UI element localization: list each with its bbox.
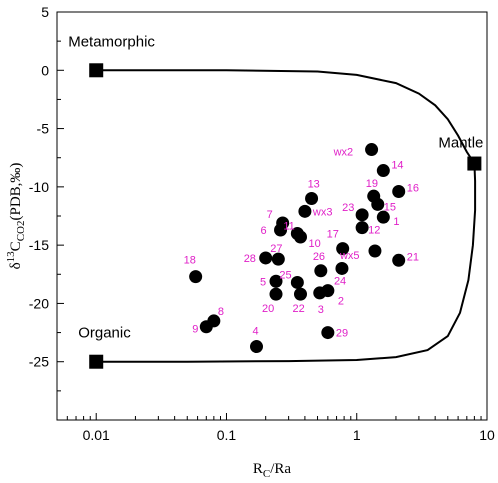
data-point-4 xyxy=(249,340,263,354)
point-label-27: 27 xyxy=(270,243,282,255)
point-label-22: 22 xyxy=(292,303,304,315)
point-label-18: 18 xyxy=(184,255,196,267)
data-point-25 xyxy=(290,275,304,289)
point-label-15: 15 xyxy=(384,201,396,213)
point-label-23: 23 xyxy=(342,202,354,214)
point-label-17: 17 xyxy=(327,229,339,241)
data-point-23 xyxy=(355,208,369,222)
data-point-13 xyxy=(305,192,319,206)
x-tick-label: 0.01 xyxy=(83,427,110,443)
data-point-2 xyxy=(321,284,335,298)
point-label-12: 12 xyxy=(368,225,380,237)
point-label-2: 2 xyxy=(338,296,344,308)
data-point-27 xyxy=(271,252,285,266)
point-label-14: 14 xyxy=(391,160,403,172)
x-axis-title: RC/Ra xyxy=(253,461,292,480)
point-label-28: 28 xyxy=(244,253,256,265)
data-point-24 xyxy=(335,261,349,275)
x-tick-label: 1 xyxy=(353,427,361,443)
point-label-1: 1 xyxy=(393,216,399,228)
y-tick-label: -15 xyxy=(29,237,49,253)
data-point-12 xyxy=(355,221,369,235)
data-point-15 xyxy=(371,197,385,211)
endmember-marker-metamorphic xyxy=(89,63,104,78)
y-axis: 5 0 -5 -10 -15 -20 -25 xyxy=(29,4,64,392)
data-point-29 xyxy=(321,326,335,340)
point-label-wx3: wx3 xyxy=(312,206,333,218)
y-tick-label: 0 xyxy=(41,62,49,78)
data-point-wx3 xyxy=(298,204,312,218)
endmember-label-organic: Organic xyxy=(78,325,131,342)
y-tick-label: -25 xyxy=(29,354,49,370)
point-label-26: 26 xyxy=(313,251,325,263)
data-point-21 xyxy=(392,253,406,267)
data-point-5 xyxy=(269,274,283,288)
data-point-22 xyxy=(293,287,307,301)
data-point-14 xyxy=(376,164,390,178)
x-tick-label: 0.1 xyxy=(217,427,237,443)
point-label-16: 16 xyxy=(407,183,419,195)
x-axis: 0.01 0.1 1 10 xyxy=(56,413,495,443)
point-label-8: 8 xyxy=(218,306,224,318)
data-point-6 xyxy=(274,223,288,237)
endmember-marker-mantle xyxy=(467,156,482,171)
point-label-wx5: wx5 xyxy=(339,250,360,262)
data-point-28 xyxy=(259,251,273,265)
point-label-7: 7 xyxy=(267,209,273,221)
y-tick-label: -20 xyxy=(29,295,49,311)
point-label-3: 3 xyxy=(318,304,324,316)
data-point-17 xyxy=(336,242,350,256)
point-label-4: 4 xyxy=(252,326,258,338)
y-axis-title: δ13CCO2(PDB,‰) xyxy=(5,163,27,270)
y-tick-label: -5 xyxy=(37,121,50,137)
point-label-9: 9 xyxy=(192,324,198,336)
point-label-24: 24 xyxy=(334,275,346,287)
point-label-10: 10 xyxy=(308,238,320,250)
point-label-11: 11 xyxy=(283,220,294,232)
data-point-18 xyxy=(189,270,203,284)
data-point-10 xyxy=(293,230,307,244)
data-point-9 xyxy=(199,320,213,334)
mixing-curve xyxy=(96,69,477,363)
endmember-marker-organic xyxy=(89,354,104,369)
y-tick-label: -10 xyxy=(29,179,49,195)
endmember-label-mantle: Mantle xyxy=(438,135,483,152)
point-label-5: 5 xyxy=(260,276,266,288)
y-tick-label: 5 xyxy=(41,4,49,20)
data-point-1 xyxy=(376,210,390,224)
point-label-21: 21 xyxy=(407,251,419,263)
point-label-wx2: wx2 xyxy=(333,147,354,159)
point-label-20: 20 xyxy=(262,303,274,315)
point-label-25: 25 xyxy=(279,269,291,281)
data-point-wx5 xyxy=(368,244,382,258)
point-label-19: 19 xyxy=(366,178,378,190)
endmember-label-metamorphic: Metamorphic xyxy=(68,33,155,50)
point-label-13: 13 xyxy=(308,179,320,191)
data-point-26 xyxy=(314,264,328,278)
point-label-29: 29 xyxy=(336,328,348,340)
point-label-6: 6 xyxy=(261,225,267,237)
endmember-markers: Metamorphic Mantle Organic xyxy=(68,33,483,369)
data-points xyxy=(189,143,406,354)
x-tick-label: 10 xyxy=(479,427,495,443)
data-point-20 xyxy=(269,287,283,301)
data-point-wx2 xyxy=(365,143,379,157)
data-point-16 xyxy=(392,185,406,199)
